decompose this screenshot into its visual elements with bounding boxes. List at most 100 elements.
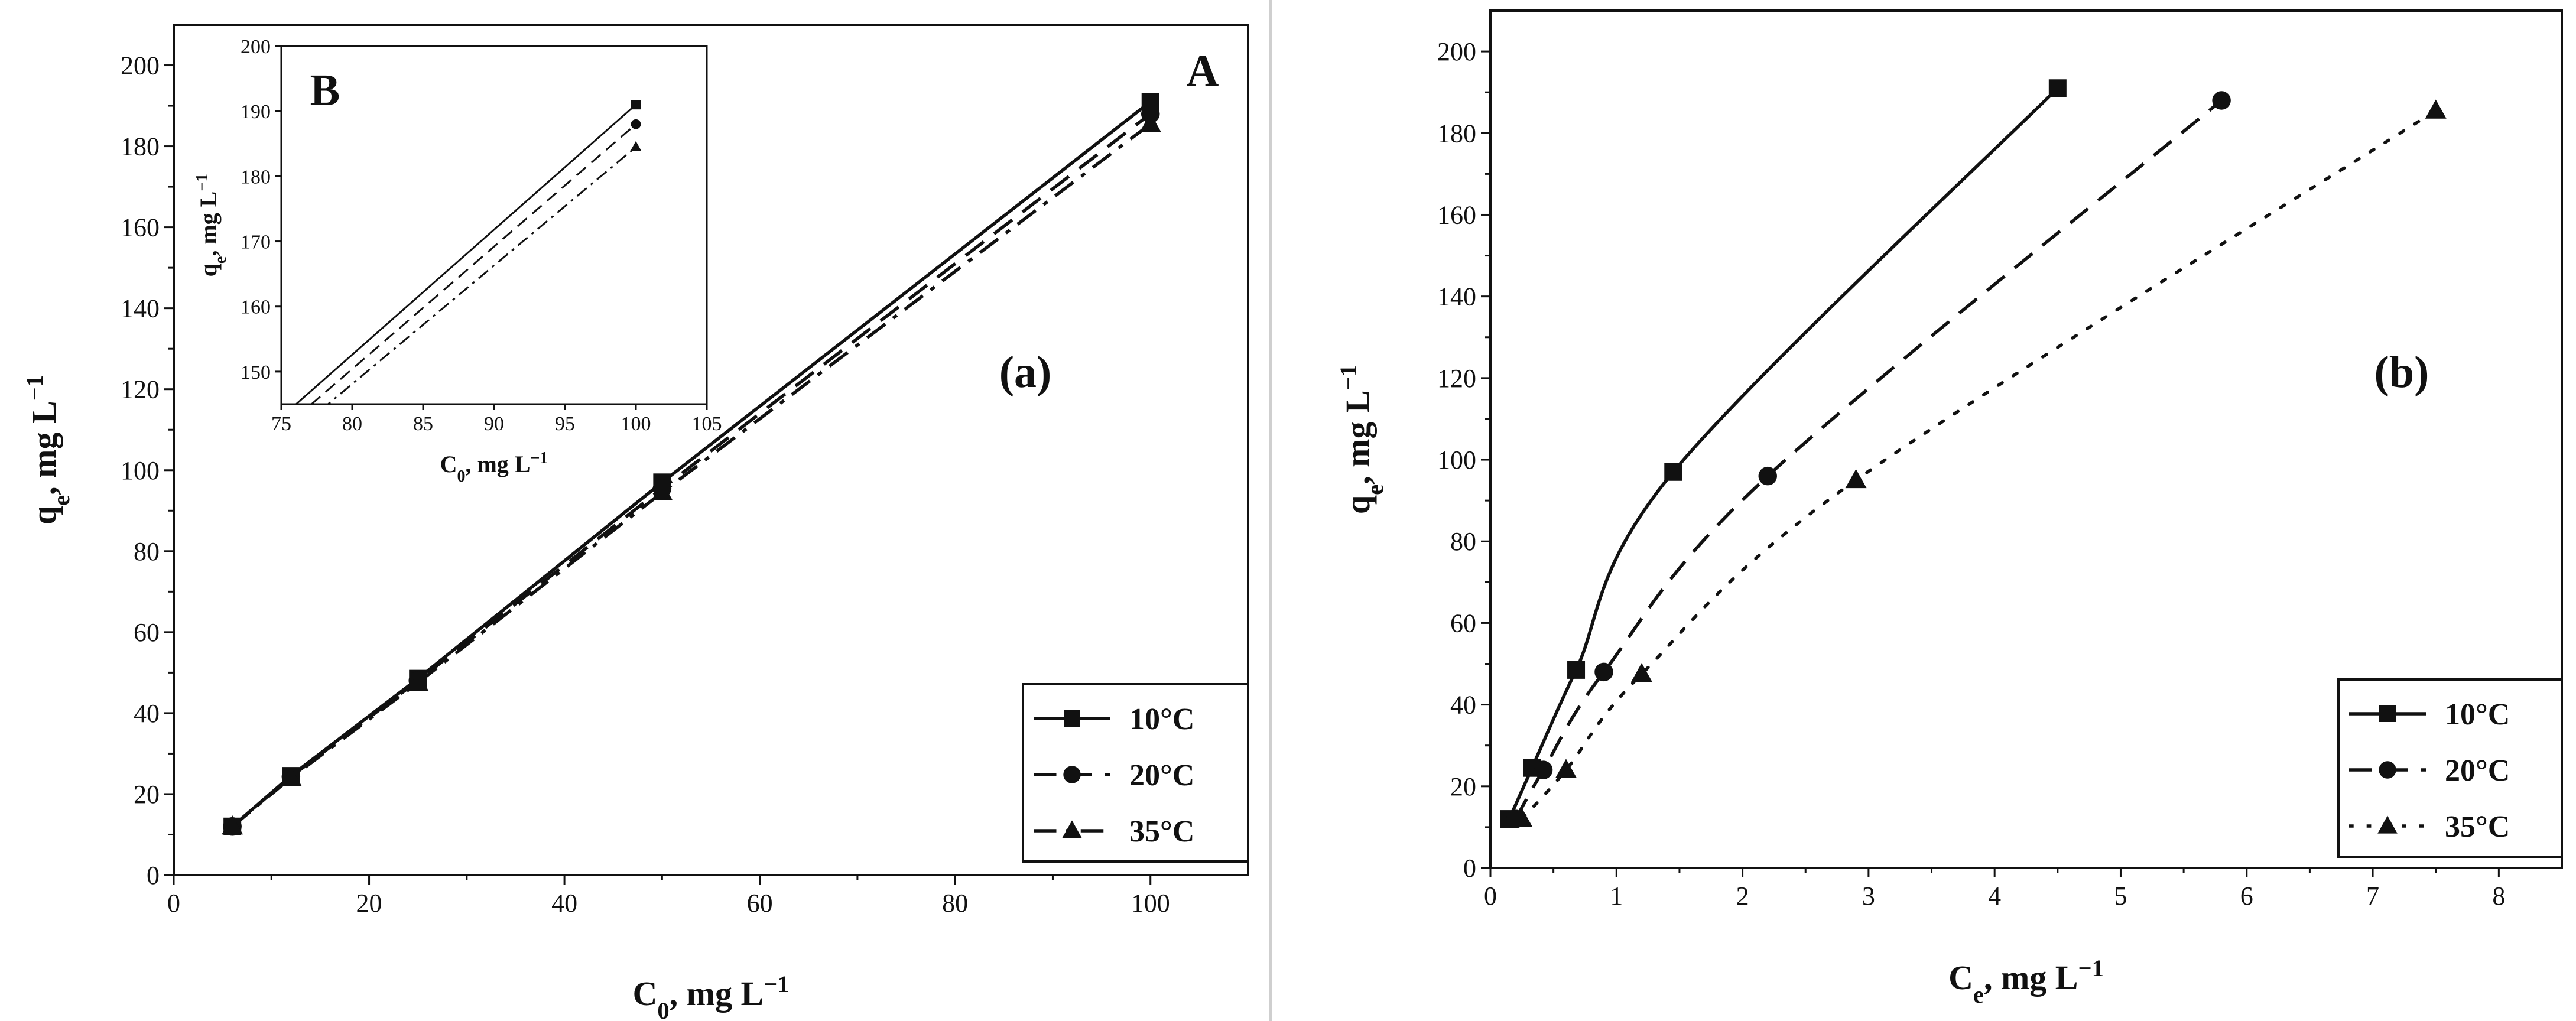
y-tick-label: 100 bbox=[1437, 446, 1476, 474]
y-tick-label: 160 bbox=[121, 213, 160, 242]
plot-frame bbox=[280, 45, 708, 405]
y-axis-label: qe, mg L−1 bbox=[1335, 365, 1388, 514]
y-axis-label: qe, mg L−1 bbox=[21, 375, 74, 525]
y-tick-label: 0 bbox=[1463, 854, 1476, 883]
x-tick-label: 95 bbox=[555, 413, 575, 435]
x-axis-label-sub: 0 bbox=[457, 467, 465, 486]
x-tick-label: 90 bbox=[484, 413, 504, 435]
chart-panel-a: 0 20 40 60 80 100 0 20 40 60 80 100 120 140 160 180 200 1… bbox=[21, 24, 1249, 1021]
y-tick-label: 40 bbox=[1450, 691, 1476, 720]
x-axis-label-main: C bbox=[632, 974, 657, 1013]
data-point-series-2 bbox=[2212, 91, 2231, 110]
legend-label-1: 10°C bbox=[2445, 698, 2510, 731]
data-point-series-3 bbox=[222, 815, 243, 835]
series-line-1 bbox=[294, 104, 636, 404]
y-axis-label-sub: e bbox=[212, 256, 230, 264]
y-tick-label: 160 bbox=[241, 297, 271, 318]
y-axis-label-unit: , mg L bbox=[25, 401, 63, 495]
x-tick-label: 2 bbox=[1736, 882, 1749, 911]
x-tick-label: 80 bbox=[342, 413, 362, 435]
data-point-series-3 bbox=[630, 141, 642, 151]
legend: 10°C 20°C 35°C bbox=[1022, 683, 1249, 863]
panel-label-a: (a) bbox=[999, 347, 1052, 397]
y-tick-label: 140 bbox=[1437, 282, 1476, 311]
series-line-2 bbox=[1514, 99, 2223, 820]
x-axis-label: C0, mg L−1 bbox=[632, 971, 789, 1021]
y-tick-label: 160 bbox=[1437, 200, 1476, 229]
x-axis-label-unit: , mg L bbox=[670, 974, 764, 1013]
y-axis-label-sup: −1 bbox=[1335, 365, 1362, 390]
legend-marker-3 bbox=[2377, 815, 2398, 834]
x-axis-label: Ce, mg L−1 bbox=[1948, 955, 2104, 1008]
x-tick-label: 85 bbox=[413, 413, 433, 435]
y-tick-label: 200 bbox=[1437, 37, 1476, 66]
legend-label-3: 35°C bbox=[1129, 815, 1194, 848]
data-point-series-3 bbox=[2425, 99, 2447, 119]
y-tick-label: 200 bbox=[241, 36, 271, 58]
data-point-series-1 bbox=[631, 100, 641, 110]
y-tick-label: 20 bbox=[134, 780, 160, 809]
y-tick-label: 150 bbox=[241, 362, 271, 383]
x-tick-label: 60 bbox=[747, 889, 773, 918]
data-point-series-2 bbox=[1594, 662, 1613, 682]
corner-label-a: A bbox=[1187, 46, 1219, 96]
x-axis-label-main: C bbox=[1948, 958, 1973, 997]
y-tick-label: 0 bbox=[147, 861, 160, 890]
legend: 10°C 20°C 35°C bbox=[2337, 678, 2563, 858]
data-point-series-1 bbox=[1567, 661, 1586, 679]
y-tick-label: 180 bbox=[121, 132, 160, 161]
data-point-series-2 bbox=[631, 119, 641, 129]
y-tick-label: 80 bbox=[1450, 527, 1476, 556]
x-tick-label: 100 bbox=[621, 413, 651, 435]
data-point-series-3 bbox=[1555, 759, 1577, 778]
data-point-series-3 bbox=[651, 481, 673, 500]
x-tick-label: 5 bbox=[2114, 882, 2127, 911]
x-axis-label-sub: 0 bbox=[657, 997, 669, 1021]
x-axis-label-sup: −1 bbox=[530, 449, 548, 467]
x-tick-label: 105 bbox=[692, 413, 722, 435]
y-tick-label: 180 bbox=[1437, 119, 1476, 148]
y-axis-label-unit: , mg L bbox=[195, 191, 222, 256]
data-point-series-3 bbox=[280, 766, 302, 786]
data-point-series-2 bbox=[1758, 466, 1777, 486]
x-axis-label-unit: , mg L bbox=[1984, 958, 2078, 997]
x-axis-label-sup: −1 bbox=[764, 971, 789, 997]
y-tick-label: 190 bbox=[241, 101, 271, 123]
plot-frame bbox=[1489, 9, 2563, 869]
data-point-series-3 bbox=[1139, 113, 1161, 132]
y-axis-label-unit: , mg L bbox=[1339, 390, 1377, 485]
plot-frame bbox=[173, 24, 1249, 876]
y-tick-label: 120 bbox=[121, 375, 160, 404]
data-point-series-1 bbox=[1664, 463, 1682, 481]
legend-marker-2 bbox=[1063, 766, 1081, 783]
data-layer bbox=[294, 104, 636, 404]
x-tick-label: 20 bbox=[356, 889, 382, 918]
y-tick-label: 180 bbox=[241, 166, 271, 188]
x-tick-label: 0 bbox=[1484, 882, 1497, 911]
y-tick-label: 20 bbox=[1450, 772, 1476, 801]
x-axis-label-sup: −1 bbox=[2078, 955, 2103, 981]
y-tick-label: 200 bbox=[121, 51, 160, 80]
y-tick-label: 60 bbox=[1450, 609, 1476, 638]
x-tick-label: 80 bbox=[942, 889, 968, 918]
y-tick-label: 140 bbox=[121, 294, 160, 323]
y-axis-label-main: q bbox=[195, 264, 222, 277]
data-point-series-3 bbox=[1630, 663, 1652, 682]
legend-box bbox=[2337, 678, 2563, 858]
x-tick-label: 100 bbox=[1131, 889, 1170, 918]
inset-label-b: B bbox=[310, 66, 340, 115]
y-axis-label-sub: e bbox=[48, 495, 74, 506]
legend-marker-1 bbox=[1064, 710, 1080, 727]
data-point-series-3 bbox=[407, 671, 429, 691]
y-axis-label-main: q bbox=[1339, 495, 1377, 514]
panel-label-b: (b) bbox=[2374, 347, 2429, 397]
legend-label-2: 20°C bbox=[1129, 759, 1194, 792]
legend-label-3: 35°C bbox=[2445, 810, 2510, 844]
x-tick-label: 4 bbox=[1988, 882, 2001, 911]
y-axis-label-main: q bbox=[25, 506, 63, 525]
y-tick-label: 120 bbox=[1437, 364, 1476, 393]
legend-marker-2 bbox=[2379, 761, 2396, 779]
y-axis-label: qe, mg L−1 bbox=[193, 174, 230, 277]
data-point-series-2 bbox=[1534, 760, 1553, 779]
x-tick-label: 75 bbox=[271, 413, 291, 435]
